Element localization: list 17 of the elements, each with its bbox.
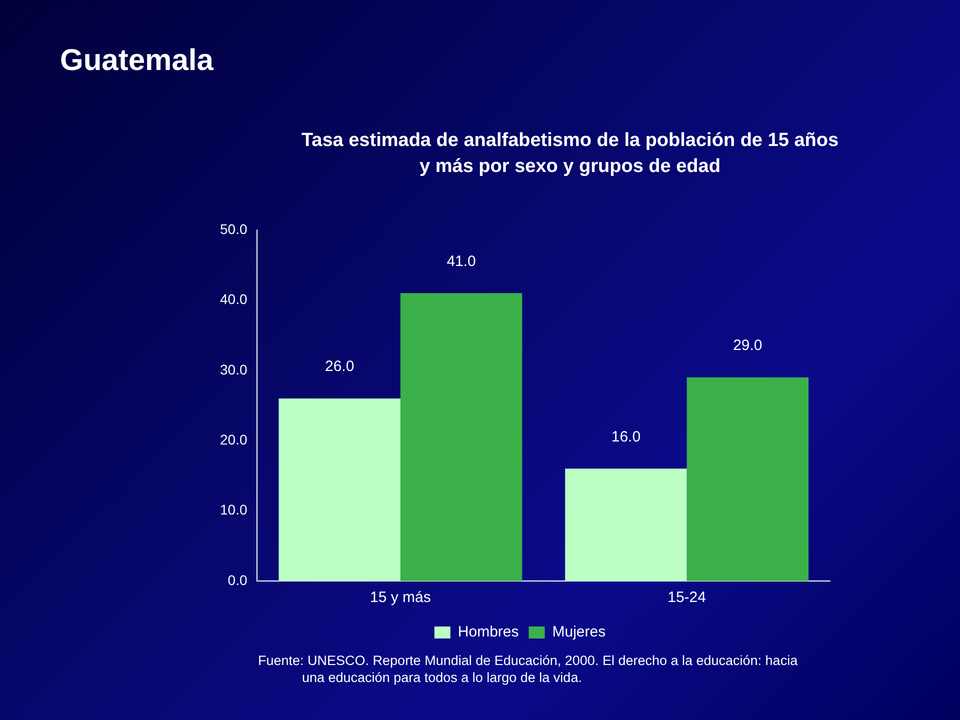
data-label: 16.0 <box>611 428 641 446</box>
data-label: 41.0 <box>446 252 476 270</box>
legend-label: Mujeres <box>552 624 606 641</box>
y-tick-label: 0.0 <box>228 572 248 588</box>
chart-subtitle: Tasa estimada de analfabetismo de la población de 15 años y más por sexo y grupos de edad <box>300 129 840 179</box>
y-tick-label: 20.0 <box>220 431 248 448</box>
y-tick-label: 40.0 <box>220 291 248 308</box>
legend-label: Hombres <box>458 624 519 641</box>
source-note: Fuente: UNESCO. Reporte Mundial de Educación, 2000. El derecho a la educación: hacia una educación para todos a lo largo de la vida. <box>258 652 799 686</box>
chart-title: Guatemala <box>60 44 214 78</box>
data-label: 26.0 <box>324 358 354 376</box>
y-tick-label: 50.0 <box>220 220 248 237</box>
y-tick-label: 10.0 <box>220 502 248 518</box>
y-tick-label: 30.0 <box>220 361 248 378</box>
data-label: 29.0 <box>733 337 762 354</box>
x-tick-label: 15 y más <box>370 589 431 606</box>
x-tick-label: 15-24 <box>668 589 706 606</box>
